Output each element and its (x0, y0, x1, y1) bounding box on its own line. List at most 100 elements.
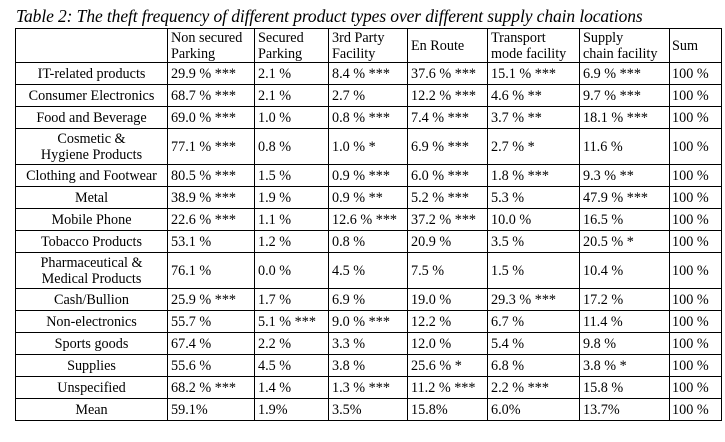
value-cell: 10.0 % (487, 208, 580, 231)
value-cell: 12.0 % (407, 332, 488, 355)
value-cell: 2.7 % * (487, 128, 580, 165)
row-label-text: Non-electronics (46, 313, 137, 330)
row-label: Cosmetic & Hygiene Products (15, 128, 168, 165)
header-row: Non secured Parking Secured Parking 3rd Part… (15, 28, 722, 63)
value-cell: 15.8% (407, 398, 488, 421)
column-header: Transport mode facility (487, 28, 580, 63)
column-header-text: Secured (258, 29, 304, 46)
value-cell: 55.7 % (167, 310, 255, 333)
value-cell: 68.2 % *** (167, 376, 255, 399)
row-label: IT-related products (15, 62, 168, 85)
value-cell: 0.8 % (328, 230, 408, 253)
value-cell: 11.2 % *** (407, 376, 488, 399)
value-cell: 15.8 % (579, 376, 670, 399)
value-cell: 12.6 % *** (328, 208, 408, 231)
sum-cell: 100 % (669, 288, 722, 311)
sum-cell: 100 % (669, 310, 722, 333)
value-cell: 1.3 % *** (328, 376, 408, 399)
row-label-text: Pharmaceutical & (40, 254, 143, 271)
sum-cell: 100 % (669, 128, 722, 165)
row-label: Tobacco Products (15, 230, 168, 253)
row-label: Food and Beverage (15, 106, 168, 129)
row-label-text: Clothing and Footwear (26, 167, 157, 184)
column-header-text: En Route (411, 37, 465, 54)
value-cell: 5.2 % *** (407, 186, 488, 209)
value-cell: 25.6 % * (407, 354, 488, 377)
column-header-text: Facility (332, 45, 376, 62)
column-header: Non secured Parking (167, 28, 255, 63)
row-label-text: Sports goods (54, 335, 129, 352)
row-label-text: Mobile Phone (51, 211, 132, 228)
table-row: Cash/Bullion 25.9 % *** 1.7 % 6.9 % 19.0 % 29… (15, 288, 722, 311)
value-cell: 6.8 % (487, 354, 580, 377)
sum-cell: 100 % (669, 62, 722, 85)
value-cell: 1.2 % (254, 230, 329, 253)
sum-cell: 100 % (669, 208, 722, 231)
table-row: Cosmetic & Hygiene Products 77.1 % *** 0.8 … (15, 128, 722, 165)
value-cell: 37.6 % *** (407, 62, 488, 85)
column-header: Supply chain facility (579, 28, 670, 63)
value-cell: 9.8 % (579, 332, 670, 355)
value-cell: 55.6 % (167, 354, 255, 377)
table-row: Supplies 55.6 % 4.5 % 3.8 % 25.6 % * 6.8 % 3.8… (15, 354, 722, 377)
value-cell: 6.0% (487, 398, 580, 421)
table-row: Metal 38.9 % *** 1.9 % 0.9 % ** 5.2 % *** 5.3… (15, 186, 722, 209)
sum-cell: 100 % (669, 186, 722, 209)
table-row: Non-electronics 55.7 % 5.1 % *** 9.0 % *** 1… (15, 310, 722, 333)
row-label-text: Cosmetic & (57, 130, 126, 147)
column-header-text: mode facility (491, 45, 567, 62)
value-cell: 7.4 % *** (407, 106, 488, 129)
value-cell: 9.7 % *** (579, 84, 670, 107)
value-cell: 8.4 % *** (328, 62, 408, 85)
column-header: Sum (669, 28, 722, 63)
column-header-text: Non secured (171, 29, 243, 46)
column-header-text: 3rd Party (332, 29, 385, 46)
theft-frequency-table: Non secured Parking Secured Parking 3rd Part… (15, 28, 722, 421)
value-cell: 7.5 % (407, 252, 488, 289)
value-cell: 69.0 % *** (167, 106, 255, 129)
column-header-text: Supply (583, 29, 624, 46)
row-label-text: Cash/Bullion (54, 291, 129, 308)
sum-cell: 100 % (669, 230, 722, 253)
value-cell: 1.4 % (254, 376, 329, 399)
value-cell: 1.0 % (254, 106, 329, 129)
row-label: Cash/Bullion (15, 288, 168, 311)
value-cell: 77.1 % *** (167, 128, 255, 165)
value-cell: 19.0 % (407, 288, 488, 311)
sum-cell: 100 % (669, 354, 722, 377)
value-cell: 68.7 % *** (167, 84, 255, 107)
value-cell: 1.9% (254, 398, 329, 421)
value-cell: 3.8 % (328, 354, 408, 377)
value-cell: 1.0 % * (328, 128, 408, 165)
value-cell: 6.7 % (487, 310, 580, 333)
column-header: 3rd Party Facility (328, 28, 408, 63)
value-cell: 47.9 % *** (579, 186, 670, 209)
value-cell: 20.5 % * (579, 230, 670, 253)
value-cell: 25.9 % *** (167, 288, 255, 311)
sum-cell: 100 % (669, 252, 722, 289)
table-caption: Table 2: The theft frequency of differen… (16, 6, 643, 26)
value-cell: 29.3 % *** (487, 288, 580, 311)
value-cell: 13.7% (579, 398, 670, 421)
column-header-text: Parking (171, 45, 216, 62)
value-cell: 6.9 % *** (579, 62, 670, 85)
row-label-text: Mean (75, 401, 108, 418)
row-label-text: Tobacco Products (40, 233, 143, 250)
value-cell: 2.7 % (328, 84, 408, 107)
value-cell: 11.6 % (579, 128, 670, 165)
value-cell: 67.4 % (167, 332, 255, 355)
row-label: Supplies (15, 354, 168, 377)
value-cell: 1.9 % (254, 186, 329, 209)
value-cell: 2.2 % (254, 332, 329, 355)
value-cell: 22.6 % *** (167, 208, 255, 231)
value-cell: 12.2 % *** (407, 84, 488, 107)
value-cell: 0.8 % *** (328, 106, 408, 129)
table-row: IT-related products 29.9 % *** 2.1 % 8.4 % … (15, 62, 722, 85)
column-header-text: Transport (491, 29, 546, 46)
row-label: Metal (15, 186, 168, 209)
value-cell: 29.9 % *** (167, 62, 255, 85)
table-row: Mean 59.1% 1.9% 3.5% 15.8% 6.0% 13.7% 100 % (15, 398, 722, 421)
sum-cell: 100 % (669, 164, 722, 187)
sum-cell: 100 % (669, 332, 722, 355)
value-cell: 15.1 % *** (487, 62, 580, 85)
